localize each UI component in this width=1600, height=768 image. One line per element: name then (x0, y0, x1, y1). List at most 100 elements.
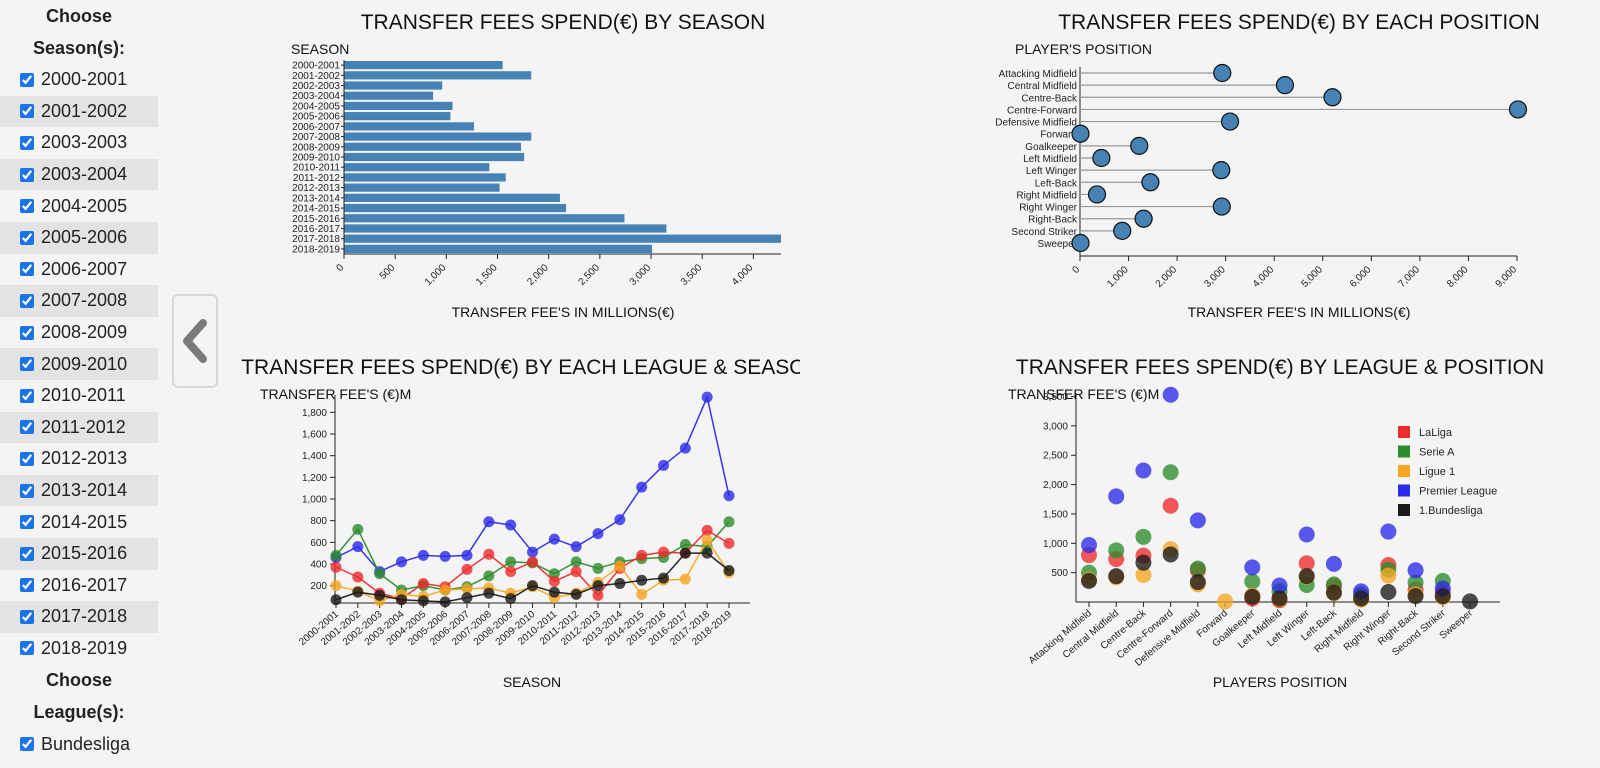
season-option-2001-2002[interactable]: 2001-2002 (0, 95, 158, 128)
scatter-point-Premier League (1189, 512, 1206, 529)
lollipop-dot-Left Winger (1212, 161, 1231, 180)
season-checkbox[interactable] (20, 357, 34, 372)
series-point (396, 556, 407, 568)
x-axis-label: SEASON (503, 674, 561, 690)
season-option-2008-2009[interactable]: 2008-2009 (0, 317, 158, 349)
lollipop-dot-Right Midfield (1087, 185, 1107, 204)
season-option-2000-2001[interactable]: 2000-2001 (0, 64, 158, 96)
season-option-2010-2011[interactable]: 2010-2011 (0, 380, 158, 412)
scatter-point-Premier League (1380, 523, 1397, 540)
series-point (527, 556, 538, 568)
x-tick-label: 4,000 (730, 262, 756, 288)
season-option-2003-2004[interactable]: 2003-2004 (0, 158, 158, 191)
season-checkbox[interactable] (20, 167, 34, 182)
scatter-point-1.Bundesliga (1189, 574, 1206, 591)
season-checkbox[interactable] (20, 293, 34, 308)
series-point (527, 580, 538, 592)
season-option-2009-2010[interactable]: 2009-2010 (0, 348, 158, 380)
y-tick-label: Right Winger (1019, 203, 1077, 214)
x-axis-label: TRANSFER FEE'S IN MILLIONS(€) (452, 304, 675, 320)
scatter-point-1.Bundesliga (1380, 584, 1397, 601)
collapse-sidebar-button[interactable] (172, 294, 218, 388)
season-checkbox[interactable] (20, 230, 34, 245)
y-tick-label: 2006-2007 (292, 122, 340, 133)
season-checkbox[interactable] (20, 262, 34, 277)
scatter-point-Serie A (1108, 542, 1125, 559)
season-option-label: 2003-2004 (41, 164, 128, 185)
lollipop-dot-Right Winger (1212, 197, 1231, 216)
chart-title: TRANSFER FEES SPEND(€) BY EACH LEAGUE & … (241, 356, 800, 379)
league-heading-line2: League(s): (33, 702, 125, 723)
series-point (417, 549, 429, 561)
y-tick-label: 2002-2003 (292, 81, 340, 92)
scatter-point-Premier League (1325, 555, 1342, 572)
season-option-2016-2017[interactable]: 2016-2017 (0, 570, 158, 602)
series-point (614, 578, 626, 589)
season-option-2005-2006[interactable]: 2005-2006 (0, 221, 158, 254)
season-option-label: 2000-2001 (41, 69, 128, 90)
season-checkbox[interactable] (20, 388, 34, 403)
season-option-2015-2016[interactable]: 2015-2016 (0, 537, 158, 570)
season-checkbox[interactable] (20, 420, 34, 435)
series-point (723, 537, 735, 549)
league-heading-line1: Choose (45, 670, 112, 691)
series-point (439, 596, 451, 608)
league-checkbox[interactable] (20, 737, 34, 752)
season-option-label: 2003-2003 (41, 132, 128, 153)
season-checkbox[interactable] (20, 135, 34, 150)
season-option-2004-2005[interactable]: 2004-2005 (0, 190, 158, 222)
y-tick-label: 1,600 (302, 430, 327, 441)
season-checkbox[interactable] (20, 578, 34, 593)
lollipop-dot-Forward (1071, 124, 1090, 143)
x-tick-label: 2,000 (1154, 264, 1180, 290)
season-option-2012-2013[interactable]: 2012-2013 (0, 443, 158, 475)
season-option-2017-2018[interactable]: 2017-2018 (0, 601, 158, 633)
season-checkbox[interactable] (20, 641, 34, 656)
season-checkbox[interactable] (20, 609, 34, 624)
season-heading-line2: Season(s): (32, 38, 126, 58)
y-tick-label: 1,000 (302, 495, 327, 506)
y-tick-label: Defensive Midfield (995, 118, 1077, 129)
season-checkbox[interactable] (20, 72, 34, 87)
bar-2001-2002 (344, 71, 532, 80)
filter-sidebar: Choose Season(s): 2000-2001 2001-2002 2003… (0, 0, 158, 768)
season-checkbox[interactable] (20, 515, 34, 530)
season-option-2014-2015[interactable]: 2014-2015 (0, 506, 158, 538)
series-point (636, 588, 648, 600)
y-tick-label: 500 (1051, 568, 1068, 579)
bar-2004-2005 (344, 101, 453, 111)
x-tick-label: 2,500 (576, 262, 602, 288)
season-checkbox[interactable] (20, 451, 34, 466)
series-point (374, 589, 386, 601)
series-point (679, 547, 691, 559)
series-point (330, 561, 342, 573)
scatter-point-Ligue 1 (1217, 593, 1234, 610)
league-option-Bundesliga[interactable]: Bundesliga (0, 728, 158, 760)
season-checkbox[interactable] (20, 483, 34, 498)
season-option-2018-2019[interactable]: 2018-2019 (0, 633, 158, 665)
season-checkbox[interactable] (20, 199, 34, 214)
series-point (570, 556, 582, 568)
season-checkbox[interactable] (20, 546, 34, 561)
series-point (396, 594, 407, 606)
series-point (439, 584, 451, 596)
y-tick-label: 2007-2008 (292, 132, 340, 143)
season-option-2011-2012[interactable]: 2011-2012 (0, 411, 158, 444)
lollipop-dot-Centre-Forward (1508, 100, 1528, 119)
legend-swatch-1.Bundesliga (1398, 504, 1410, 516)
season-checkbox[interactable] (20, 325, 34, 340)
series-point (679, 573, 691, 585)
series-point (439, 550, 451, 562)
y-axis-label: SEASON (291, 41, 349, 57)
scatter-point-1.Bundesliga (1135, 554, 1152, 571)
bar-2016-2017 (344, 224, 667, 233)
chart-title: TRANSFER FEES SPEND(€) BY EACH POSITION (1058, 11, 1540, 34)
scatter-point-1.Bundesliga (1298, 568, 1315, 585)
x-tick-label: 1,500 (474, 262, 500, 288)
season-checkbox[interactable] (20, 104, 34, 119)
y-tick-label: 2005-2006 (292, 112, 340, 123)
season-option-2003-2003[interactable]: 2003-2003 (0, 127, 158, 159)
season-option-2006-2007[interactable]: 2006-2007 (0, 254, 158, 286)
season-option-2013-2014[interactable]: 2013-2014 (0, 474, 158, 507)
season-option-2007-2008[interactable]: 2007-2008 (0, 285, 158, 317)
